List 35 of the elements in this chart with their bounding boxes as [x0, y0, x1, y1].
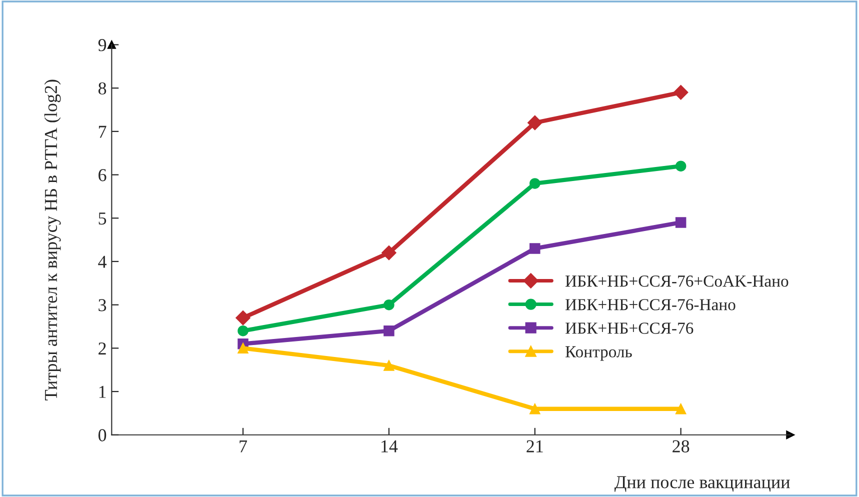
point — [384, 325, 394, 336]
legend-label: Контроль — [565, 346, 632, 361]
y-tick-label: 4 — [98, 256, 107, 268]
point — [527, 115, 542, 130]
y-tick-label: 0 — [98, 429, 106, 442]
y-tick-label: 1 — [99, 386, 106, 398]
y-tick-label: 5 — [98, 212, 106, 225]
x-tick-label: 28 — [672, 440, 690, 452]
y-tick-label: 6 — [98, 169, 106, 182]
point — [384, 299, 394, 310]
y-tick-label: 8 — [98, 82, 106, 95]
legend-label: ИБК+НБ+ССЯ-76-Нано — [565, 299, 736, 310]
point — [673, 85, 688, 100]
point — [384, 360, 394, 371]
point — [238, 342, 248, 354]
legend-label: ИБК+НБ+ССЯ-76+CoAK-Нано — [565, 276, 788, 287]
legend-label: ИБК+НБ+ССЯ-76 — [565, 322, 694, 334]
point — [382, 245, 396, 260]
y-axis-title: Титры антител к вирусу НБ в РТГА (log2) — [44, 80, 61, 400]
point — [530, 403, 540, 414]
y-tick-label: 3 — [98, 299, 106, 312]
x-axis-title: Дни после вакцинации — [614, 476, 790, 492]
y-tick-label: 7 — [98, 126, 106, 138]
x-tick-label: 7 — [240, 440, 248, 452]
point — [675, 217, 686, 228]
point — [530, 178, 540, 189]
point — [675, 403, 686, 414]
x-tick-label: 14 — [382, 440, 398, 452]
point — [675, 160, 686, 172]
point — [530, 243, 540, 254]
point — [238, 325, 248, 336]
y-tick-label: 2 — [98, 342, 106, 354]
x-tick-label: 21 — [526, 440, 543, 452]
y-tick-label: 9 — [98, 39, 106, 52]
point — [236, 310, 250, 326]
